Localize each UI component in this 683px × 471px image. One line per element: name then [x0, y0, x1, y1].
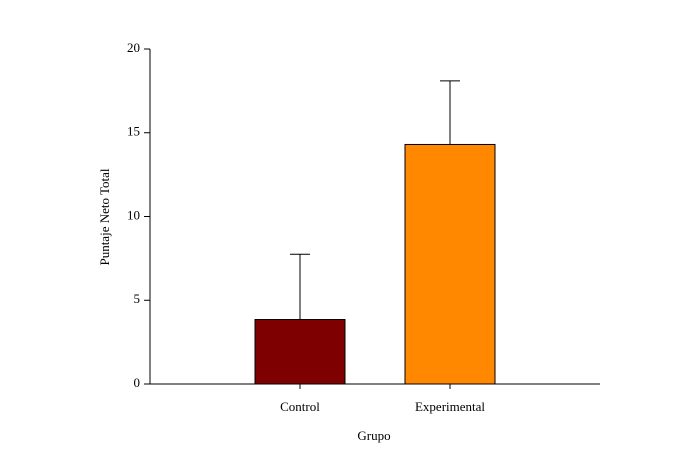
y-axis-label: Puntaje Neto Total — [97, 168, 112, 265]
y-tick-label: 10 — [127, 207, 140, 222]
bar — [404, 143, 496, 385]
x-tick-label: Experimental — [415, 399, 485, 414]
bar — [254, 319, 346, 385]
y-tick-label: 20 — [127, 40, 140, 55]
x-tick-label: Control — [280, 399, 320, 414]
x-axis-label: Grupo — [357, 428, 390, 443]
y-tick-label: 15 — [127, 124, 140, 139]
y-tick-label: 0 — [134, 375, 141, 390]
y-tick-label: 5 — [134, 291, 141, 306]
